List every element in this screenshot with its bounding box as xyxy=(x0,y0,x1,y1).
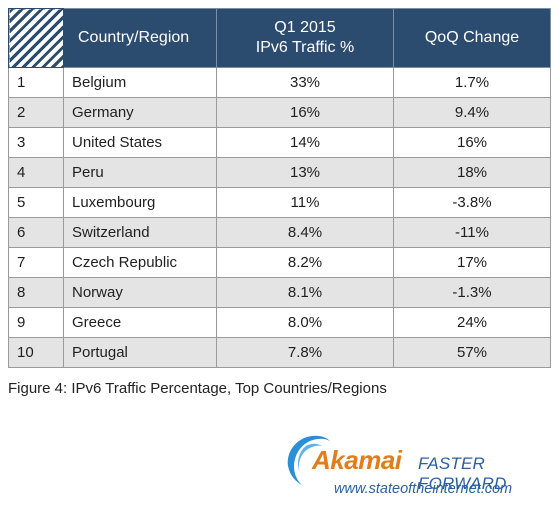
traffic-cell: 13% xyxy=(216,157,394,188)
brand-url: www.stateoftheinternet.com xyxy=(334,481,513,497)
traffic-cell: 7.8% xyxy=(216,337,394,368)
traffic-cell: 11% xyxy=(216,187,394,218)
table-row: 10 Portugal 7.8% 57% xyxy=(8,337,551,368)
table-row: 3 United States 14% 16% xyxy=(8,127,551,158)
header-traffic: Q1 2015 IPv6 Traffic % xyxy=(216,8,394,68)
brand-name: Akamai xyxy=(312,445,402,475)
country-cell: Belgium xyxy=(63,67,217,98)
country-cell: Portugal xyxy=(63,337,217,368)
brand-tagline: FASTER FORWARD xyxy=(418,454,507,493)
traffic-cell: 14% xyxy=(216,127,394,158)
header-traffic-line2: IPv6 Traffic % xyxy=(255,39,355,56)
change-cell: 57% xyxy=(393,337,551,368)
table-row: 8 Norway 8.1% -1.3% xyxy=(8,277,551,308)
country-cell: Czech Republic xyxy=(63,247,217,278)
change-cell: 18% xyxy=(393,157,551,188)
change-cell: 17% xyxy=(393,247,551,278)
table-body: 1 Belgium 33% 1.7% 2 Germany 16% 9.4% 3 United St… xyxy=(8,67,551,368)
traffic-cell: 8.4% xyxy=(216,217,394,248)
traffic-cell: 33% xyxy=(216,67,394,98)
table-row: 2 Germany 16% 9.4% xyxy=(8,97,551,128)
country-cell: Peru xyxy=(63,157,217,188)
change-cell: 24% xyxy=(393,307,551,338)
rank-cell: 7 xyxy=(8,247,64,278)
rank-cell: 1 xyxy=(8,67,64,98)
country-cell: United States xyxy=(63,127,217,158)
header-country: Country/Region xyxy=(63,8,217,68)
akamai-swoosh-icon xyxy=(287,435,330,485)
rank-cell: 5 xyxy=(8,187,64,218)
table-row: 9 Greece 8.0% 24% xyxy=(8,307,551,338)
rank-cell: 3 xyxy=(8,127,64,158)
hatched-corner-cell xyxy=(8,8,64,68)
ipv6-traffic-table: Country/Region Q1 2015 IPv6 Traffic % Qo… xyxy=(8,8,551,368)
change-cell: -11% xyxy=(393,217,551,248)
change-cell: 1.7% xyxy=(393,67,551,98)
country-cell: Germany xyxy=(63,97,217,128)
traffic-cell: 16% xyxy=(216,97,394,128)
header-change: QoQ Change xyxy=(393,8,551,68)
rank-cell: 9 xyxy=(8,307,64,338)
country-cell: Switzerland xyxy=(63,217,217,248)
traffic-cell: 8.0% xyxy=(216,307,394,338)
country-cell: Luxembourg xyxy=(63,187,217,218)
change-cell: -3.8% xyxy=(393,187,551,218)
country-cell: Norway xyxy=(63,277,217,308)
change-cell: 16% xyxy=(393,127,551,158)
rank-cell: 2 xyxy=(8,97,64,128)
change-cell: 9.4% xyxy=(393,97,551,128)
figure-caption: Figure 4: IPv6 Traffic Percentage, Top C… xyxy=(8,380,387,397)
rank-cell: 6 xyxy=(8,217,64,248)
table-header-row: Country/Region Q1 2015 IPv6 Traffic % Qo… xyxy=(8,8,551,68)
table-row: 4 Peru 13% 18% xyxy=(8,157,551,188)
akamai-logo: Akamai FASTER FORWARD www.stateoftheinte… xyxy=(282,432,554,502)
country-cell: Greece xyxy=(63,307,217,338)
change-cell: -1.3% xyxy=(393,277,551,308)
table-row: 1 Belgium 33% 1.7% xyxy=(8,67,551,98)
rank-cell: 10 xyxy=(8,337,64,368)
rank-cell: 8 xyxy=(8,277,64,308)
traffic-cell: 8.2% xyxy=(216,247,394,278)
table-row: 6 Switzerland 8.4% -11% xyxy=(8,217,551,248)
traffic-cell: 8.1% xyxy=(216,277,394,308)
rank-cell: 4 xyxy=(8,157,64,188)
table-row: 5 Luxembourg 11% -3.8% xyxy=(8,187,551,218)
traffic-table-container: Country/Region Q1 2015 IPv6 Traffic % Qo… xyxy=(8,8,551,368)
header-traffic-line1: Q1 2015 xyxy=(274,19,336,36)
table-row: 7 Czech Republic 8.2% 17% xyxy=(8,247,551,278)
